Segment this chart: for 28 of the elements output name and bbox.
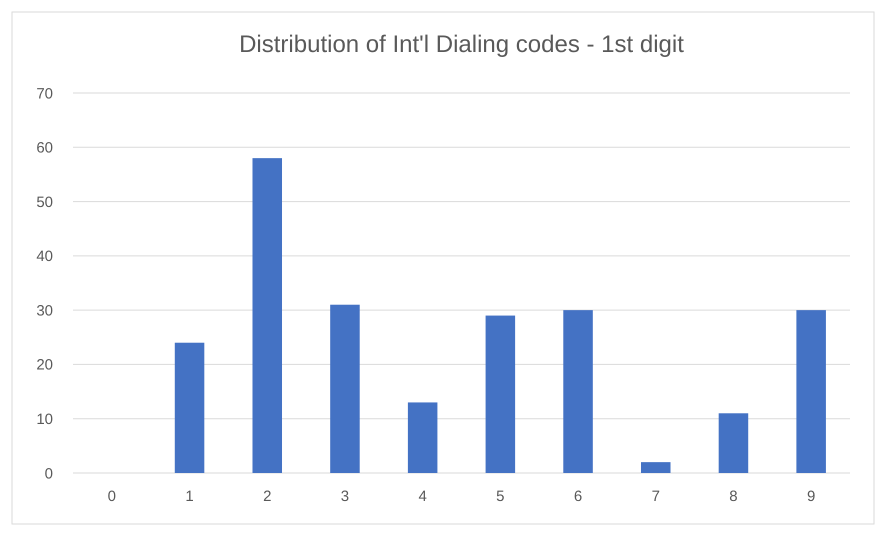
bar — [408, 402, 438, 473]
x-tick-label: 8 — [729, 488, 738, 505]
bar — [252, 158, 282, 473]
x-tick-label: 2 — [263, 488, 272, 505]
x-tick-label: 0 — [108, 488, 116, 505]
x-tick-label: 3 — [340, 488, 350, 505]
x-tick-label: 5 — [496, 488, 505, 505]
y-tick-label: 10 — [36, 410, 53, 428]
chart-title: Distribution of Int'l Dialing codes - 1st digit — [239, 31, 684, 58]
y-tick-label: 0 — [44, 465, 53, 482]
bar — [718, 413, 748, 473]
x-tick-label: 4 — [418, 488, 427, 505]
y-tick-label: 30 — [36, 302, 53, 320]
y-tick-label: 20 — [36, 356, 53, 374]
y-tick-label: 50 — [36, 194, 53, 211]
bar — [640, 462, 671, 473]
bar — [174, 342, 204, 473]
bar — [796, 310, 826, 473]
bar — [486, 316, 516, 473]
x-tick-label: 7 — [652, 488, 660, 505]
x-tick-label: 6 — [574, 488, 582, 505]
x-tick-label: 1 — [185, 488, 194, 505]
bar — [330, 304, 360, 473]
bar — [563, 310, 593, 473]
y-tick-label: 60 — [36, 140, 53, 157]
y-tick-label: 70 — [36, 85, 53, 102]
x-tick-label: 9 — [806, 488, 816, 505]
y-tick-label: 40 — [36, 248, 53, 266]
